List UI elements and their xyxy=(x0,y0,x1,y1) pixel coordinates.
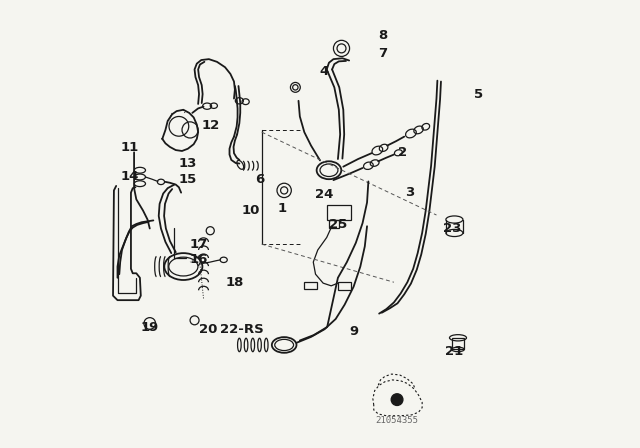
Text: 17: 17 xyxy=(190,237,208,251)
Text: 25: 25 xyxy=(329,217,347,231)
Text: 4: 4 xyxy=(320,65,329,78)
Text: 19: 19 xyxy=(141,320,159,334)
Text: 13: 13 xyxy=(179,157,197,170)
Text: 11: 11 xyxy=(120,141,139,155)
Text: 5: 5 xyxy=(474,87,484,101)
Text: 20: 20 xyxy=(199,323,217,336)
Bar xyxy=(338,282,351,290)
Circle shape xyxy=(391,394,403,405)
Bar xyxy=(452,338,464,349)
Text: 24: 24 xyxy=(316,188,333,202)
Text: 12: 12 xyxy=(201,119,220,132)
Text: 3: 3 xyxy=(405,186,414,199)
Bar xyxy=(329,220,339,228)
Text: 9: 9 xyxy=(349,325,358,338)
Text: 15: 15 xyxy=(179,172,197,186)
Text: 16: 16 xyxy=(190,253,208,267)
Text: 8: 8 xyxy=(378,29,387,43)
Bar xyxy=(305,282,317,289)
Bar xyxy=(326,205,351,220)
Text: 7: 7 xyxy=(378,47,387,60)
Text: 23: 23 xyxy=(443,222,461,235)
Text: 18: 18 xyxy=(226,276,244,289)
Text: 21: 21 xyxy=(445,345,463,358)
Text: 2: 2 xyxy=(398,146,408,159)
Text: 6: 6 xyxy=(255,172,264,186)
Text: 14: 14 xyxy=(120,170,139,184)
Text: 10: 10 xyxy=(241,204,260,217)
Text: 1: 1 xyxy=(277,202,287,215)
Text: 22-RS: 22-RS xyxy=(220,323,264,336)
Text: 21054355: 21054355 xyxy=(376,416,419,425)
